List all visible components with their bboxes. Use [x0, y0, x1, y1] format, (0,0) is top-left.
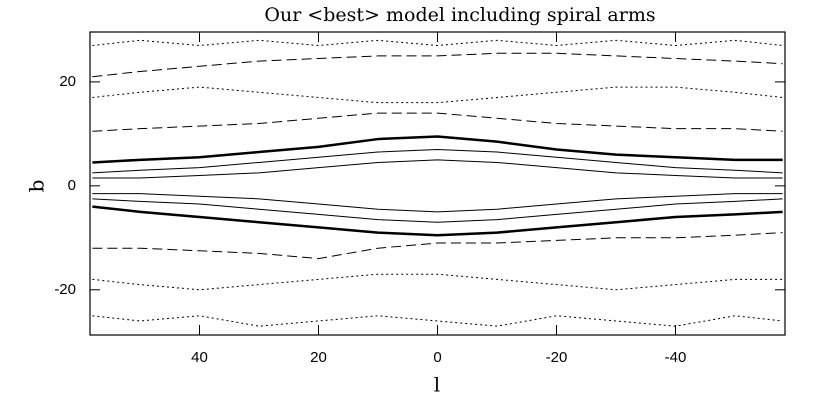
contour-line [92, 135, 783, 164]
contour-line [92, 86, 783, 104]
x-tick-label: 0 [433, 349, 441, 366]
contour-line [92, 52, 783, 78]
contour-line [92, 148, 783, 174]
chart-title: Our <best> model including spiral arms [264, 4, 655, 26]
x-tick-label: -40 [665, 349, 687, 366]
contour-line [92, 205, 783, 237]
contour-line [92, 315, 783, 327]
y-axis-label: b [25, 180, 49, 193]
contour-line [92, 193, 783, 213]
y-tick-label: 0 [68, 177, 76, 194]
contour-line [92, 39, 783, 47]
plot-frame [89, 31, 786, 336]
contour-line [92, 198, 783, 223]
x-tick-label: 20 [310, 349, 327, 366]
contour-line [92, 232, 783, 260]
contour-line [92, 273, 783, 291]
contour-line [92, 159, 783, 179]
contour-line [92, 112, 783, 132]
y-tick-label: 20 [59, 73, 76, 90]
x-tick-label: -20 [546, 349, 568, 366]
x-axis-label: l [434, 373, 440, 397]
y-tick-label: -20 [54, 281, 76, 298]
x-tick-label: 40 [191, 349, 208, 366]
